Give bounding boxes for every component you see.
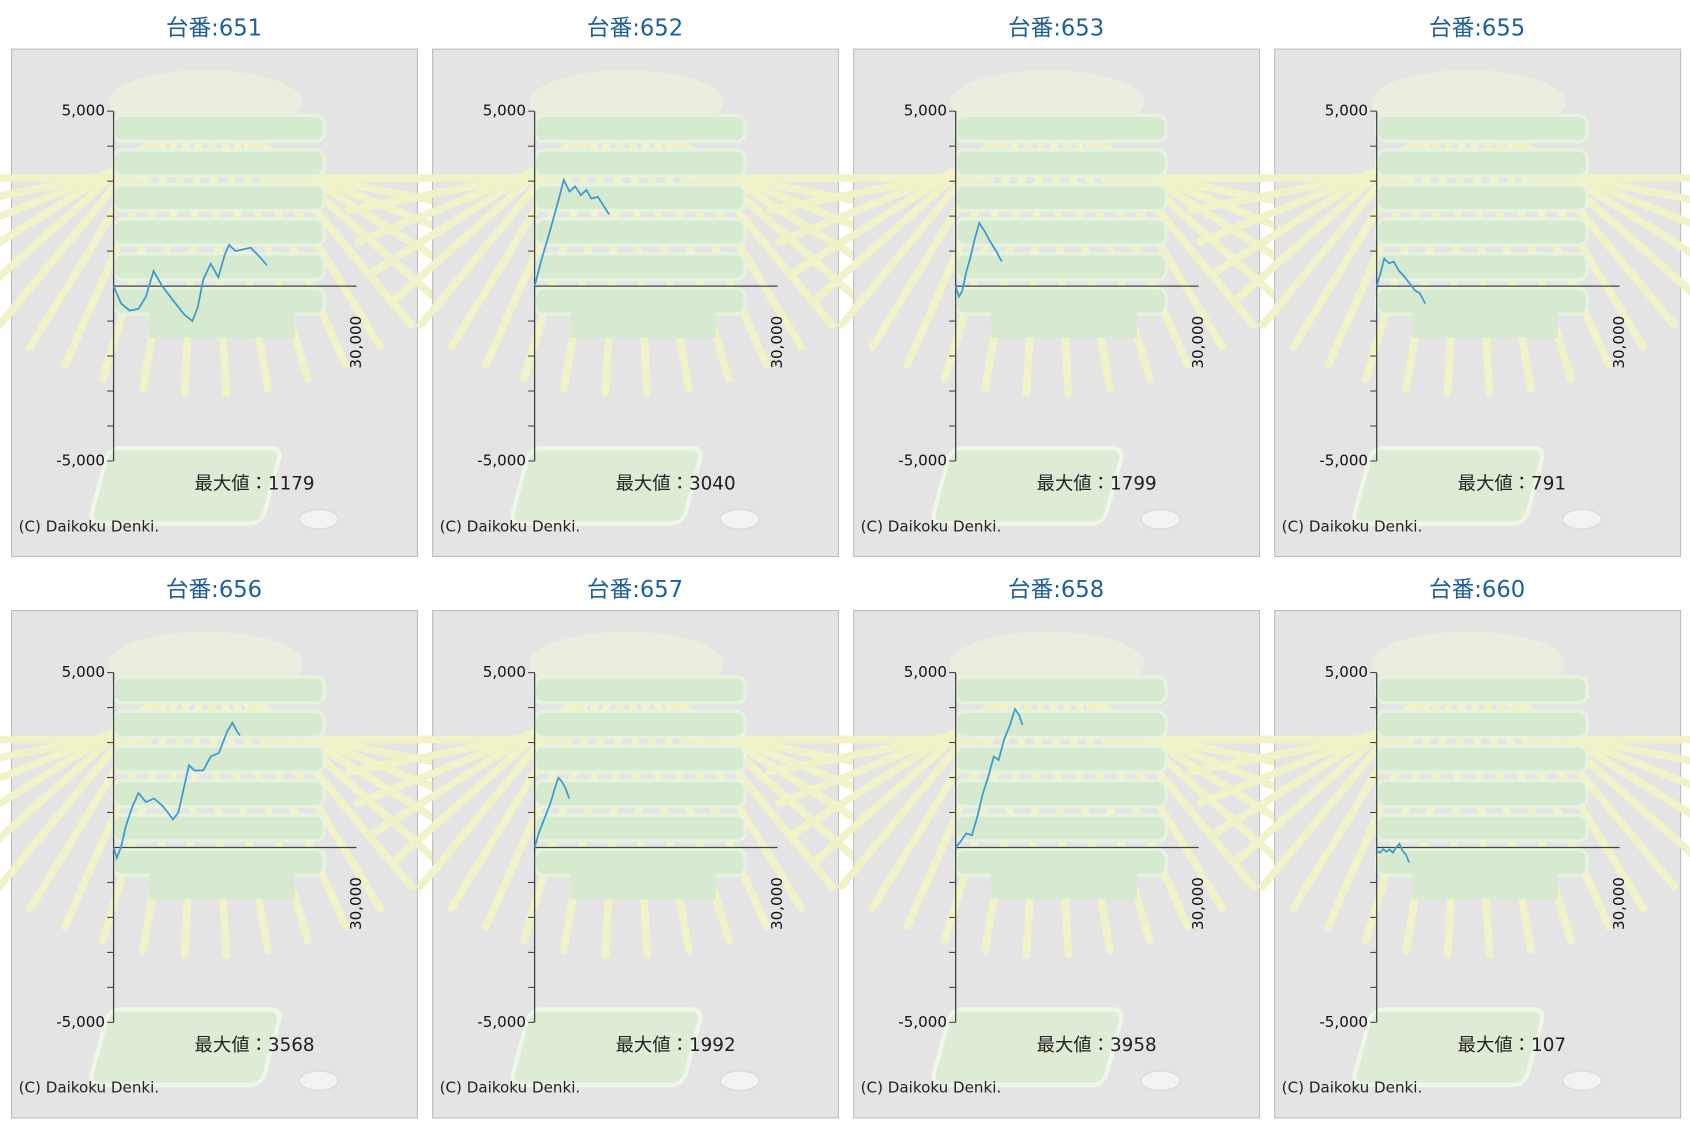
chart-panel: 5,000 -5,000 30,000 最大値：3958 (C) Daikoku Den… xyxy=(762,609,1332,1119)
copyright: (C) Daikoku Denki. xyxy=(1282,517,1423,535)
y-tick-label: -5,000 xyxy=(56,1013,105,1031)
chart-title: 台番:655 xyxy=(1429,16,1525,42)
x-tick-label: 30,000 xyxy=(1189,877,1207,930)
y-tick-label: 5,000 xyxy=(904,102,947,120)
chart-title: 台番:653 xyxy=(1008,16,1104,42)
x-tick-label: 30,000 xyxy=(347,316,365,369)
y-tick-label: -5,000 xyxy=(1319,451,1368,469)
chart-panel: 5,000 -5,000 30,000 最大値：1799 (C) Daikoku Den… xyxy=(762,48,1332,558)
chart-panel: 5,000 -5,000 30,000 最大値：107 (C) Daikoku Denk… xyxy=(1183,609,1690,1119)
data-line xyxy=(112,243,268,323)
copyright: (C) Daikoku Denki. xyxy=(19,1079,160,1097)
y-tick-label: -5,000 xyxy=(898,451,947,469)
chart-panel: 5,000 -5,000 30,000 最大値：791 (C) Daikoku Denk… xyxy=(1183,48,1690,558)
y-tick-label: -5,000 xyxy=(477,451,526,469)
data-line xyxy=(1375,256,1427,304)
max-value-note: 最大値：3958 xyxy=(1037,1035,1157,1056)
x-tick-label: 30,000 xyxy=(1610,877,1628,930)
data-line xyxy=(533,177,610,287)
y-tick-label: 5,000 xyxy=(483,102,526,120)
chart-title: 台番:652 xyxy=(587,16,683,42)
copyright: (C) Daikoku Denki. xyxy=(440,517,581,535)
copyright: (C) Daikoku Denki. xyxy=(440,1079,581,1097)
copyright: (C) Daikoku Denki. xyxy=(861,1079,1002,1097)
max-value-note: 最大値：107 xyxy=(1458,1035,1566,1056)
max-value-note: 最大値：1799 xyxy=(1037,474,1157,495)
copyright: (C) Daikoku Denki. xyxy=(19,517,160,535)
y-tick-label: -5,000 xyxy=(1319,1013,1368,1031)
data-line xyxy=(1376,842,1410,863)
chart-title: 台番:656 xyxy=(166,577,262,603)
chart-title: 台番:660 xyxy=(1429,577,1525,603)
max-value-note: 最大値：1179 xyxy=(195,474,315,495)
chart-title: 台番:651 xyxy=(166,16,262,42)
chart-panel: 5,000 -5,000 30,000 最大値：1179 (C) Daikoku Den… xyxy=(0,48,490,558)
chart-title: 台番:658 xyxy=(1008,577,1104,603)
data-line xyxy=(533,776,570,848)
y-tick-label: 5,000 xyxy=(1325,663,1368,681)
max-value-note: 最大値：791 xyxy=(1458,474,1566,495)
y-tick-label: -5,000 xyxy=(898,1013,947,1031)
y-tick-label: 5,000 xyxy=(1325,102,1368,120)
y-tick-label: 5,000 xyxy=(483,663,526,681)
data-line xyxy=(954,707,1024,849)
y-tick-label: -5,000 xyxy=(477,1013,526,1031)
x-tick-label: 30,000 xyxy=(1610,316,1628,369)
chart-panel: 5,000 -5,000 30,000 最大値：3568 (C) Daikoku Den… xyxy=(0,609,490,1119)
chart-panel: 5,000 -5,000 30,000 最大値：1992 (C) Daikoku Den… xyxy=(341,609,911,1119)
copyright: (C) Daikoku Denki. xyxy=(1282,1079,1423,1097)
max-value-note: 最大値：1992 xyxy=(616,1035,736,1056)
x-tick-label: 30,000 xyxy=(1189,316,1207,369)
chart-title: 台番:657 xyxy=(587,577,683,603)
data-line xyxy=(112,720,241,861)
copyright: (C) Daikoku Denki. xyxy=(861,517,1002,535)
y-tick-label: -5,000 xyxy=(56,451,105,469)
max-value-note: 最大値：3040 xyxy=(616,474,736,495)
y-tick-label: 5,000 xyxy=(904,663,947,681)
x-tick-label: 30,000 xyxy=(768,316,786,369)
data-line xyxy=(954,221,1003,299)
x-tick-label: 30,000 xyxy=(768,877,786,930)
y-tick-label: 5,000 xyxy=(62,102,105,120)
max-value-note: 最大値：3568 xyxy=(195,1035,315,1056)
x-tick-label: 30,000 xyxy=(347,877,365,930)
chart-panel: 5,000 -5,000 30,000 最大値：3040 (C) Daikoku Den… xyxy=(341,48,911,558)
y-tick-label: 5,000 xyxy=(62,663,105,681)
